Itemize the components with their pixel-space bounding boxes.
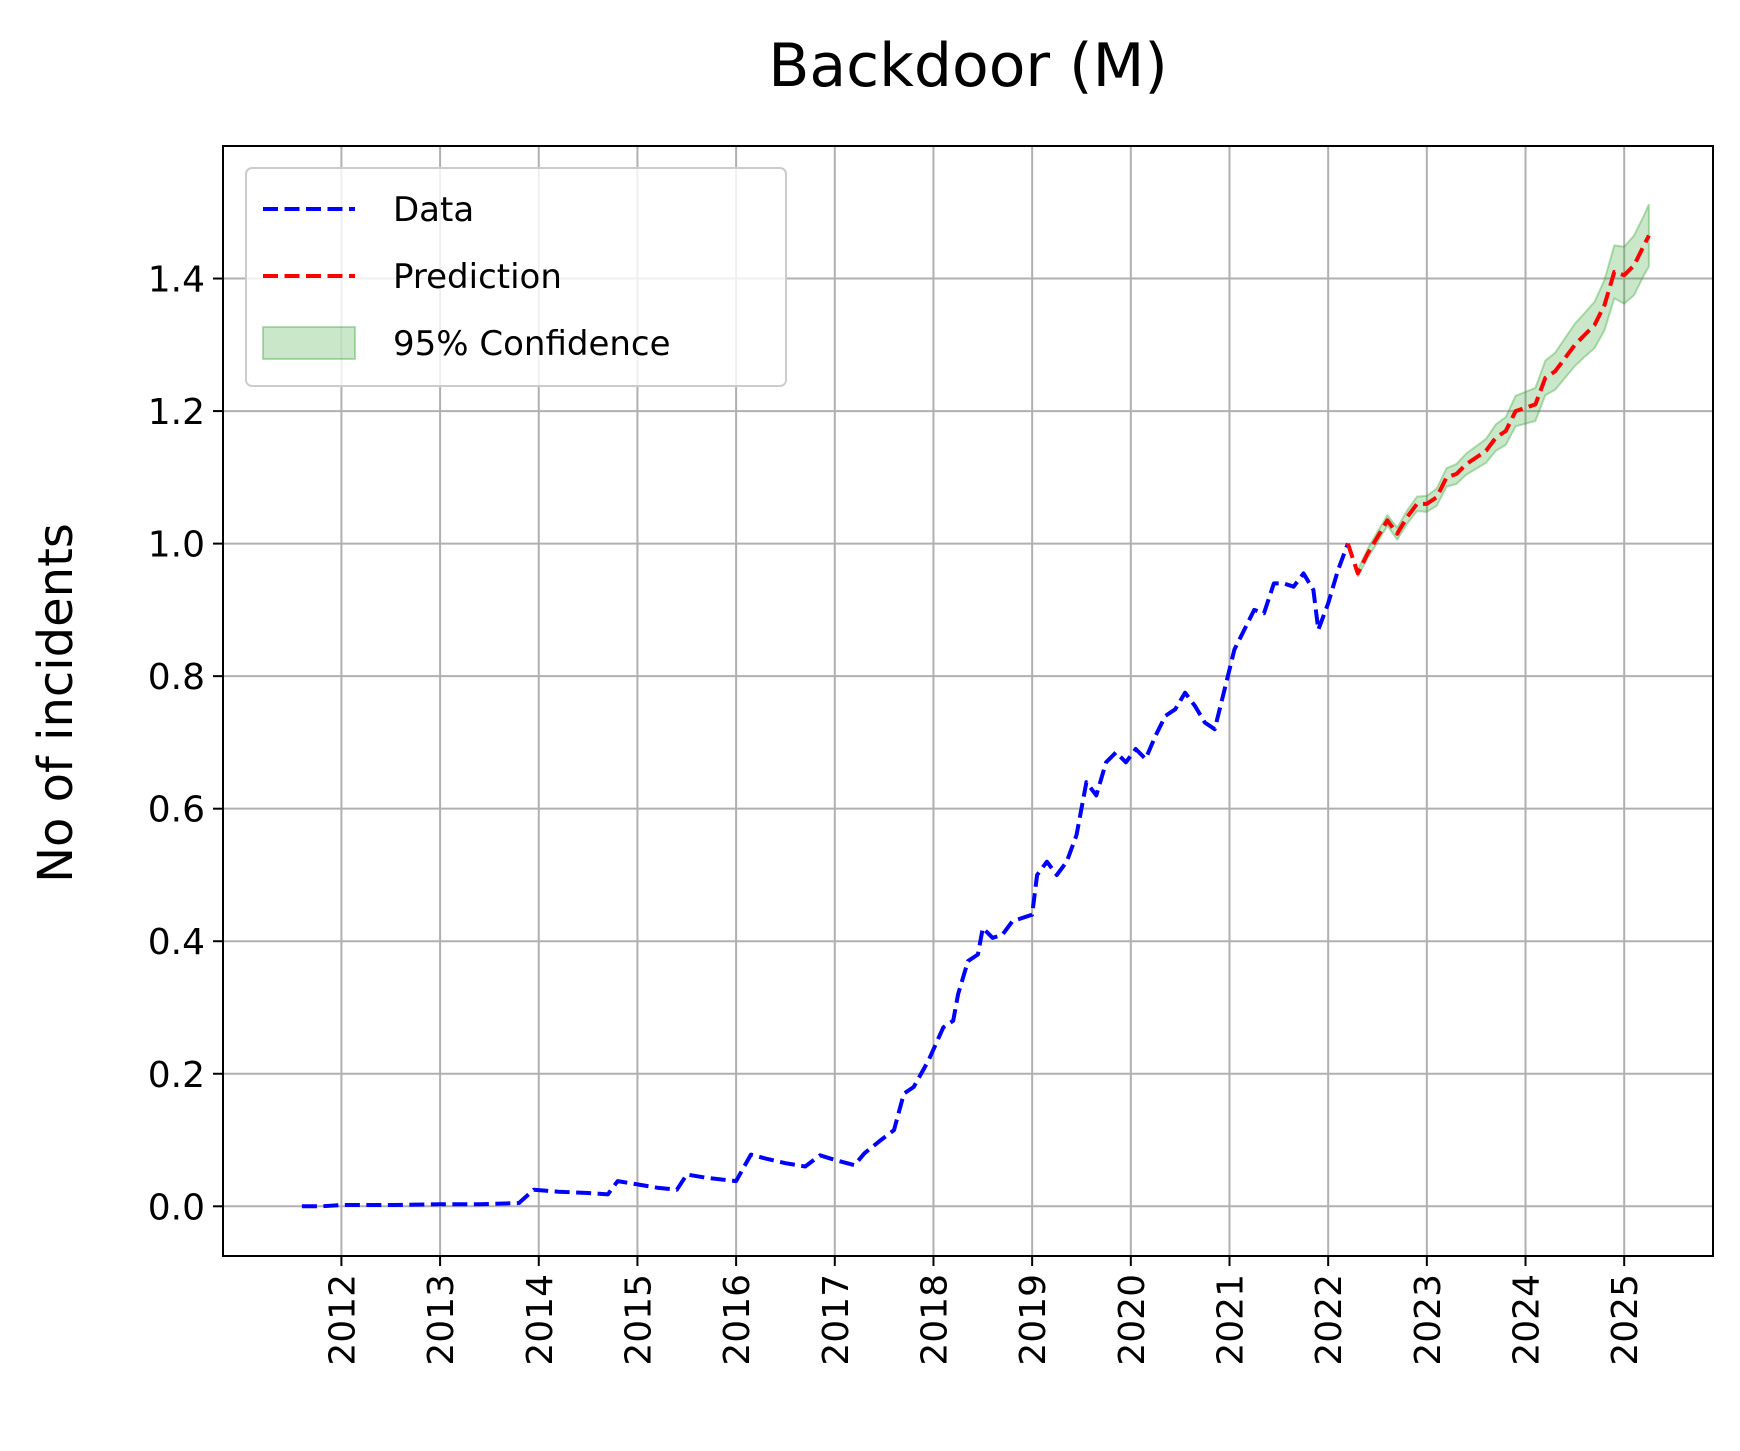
x-tick-label: 2025 [1605, 1274, 1646, 1366]
chart-title: Backdoor (M) [768, 31, 1168, 101]
y-axis-label: No of incidents [28, 523, 84, 883]
series-lines [301, 234, 1651, 1209]
x-tick-label: 2021 [1210, 1274, 1251, 1366]
y-tick-label: 0.4 [148, 922, 205, 963]
confidence-band [1356, 203, 1650, 578]
y-tick-label: 1.4 [148, 260, 205, 301]
x-tick-label: 2015 [618, 1274, 659, 1366]
confidence-band-area [1356, 203, 1650, 578]
x-tick-label: 2023 [1408, 1274, 1449, 1366]
legend: Data Prediction 95% Confidence [245, 167, 787, 387]
x-tick-label: 2020 [1112, 1274, 1153, 1366]
y-tick-label: 0.0 [148, 1187, 205, 1228]
series-line-data [301, 542, 1350, 1209]
x-tick-label: 2022 [1309, 1274, 1350, 1366]
x-tick-label: 2017 [816, 1274, 857, 1366]
y-tick-label: 0.8 [148, 657, 205, 698]
legend-label: Prediction [393, 257, 562, 297]
x-tick-label: 2024 [1507, 1274, 1548, 1366]
y-tick-label: 1.2 [148, 392, 205, 433]
legend-label: Data [393, 190, 474, 230]
y-tick-label: 1.0 [148, 525, 205, 566]
y-tick-label: 0.2 [148, 1055, 205, 1096]
x-tick-label: 2014 [520, 1274, 561, 1366]
x-tick-label: 2016 [717, 1274, 758, 1366]
grid [223, 146, 1713, 1256]
legend-swatch-confidence [262, 326, 356, 360]
axis-ticks: 2012 2013 2014 2015 2016 2017 2018 2019 2020 2021… [148, 260, 1646, 1366]
legend-box [245, 167, 787, 387]
x-tick-label: 2018 [914, 1274, 955, 1366]
x-tick-label: 2013 [421, 1274, 462, 1366]
x-tick-label: 2012 [322, 1274, 363, 1366]
x-tick-label: 2019 [1013, 1274, 1054, 1366]
plot-frame [222, 145, 1714, 1257]
legend-label: 95% Confidence [393, 324, 671, 364]
y-tick-label: 0.6 [148, 790, 205, 831]
series-line-prediction [1346, 234, 1651, 576]
